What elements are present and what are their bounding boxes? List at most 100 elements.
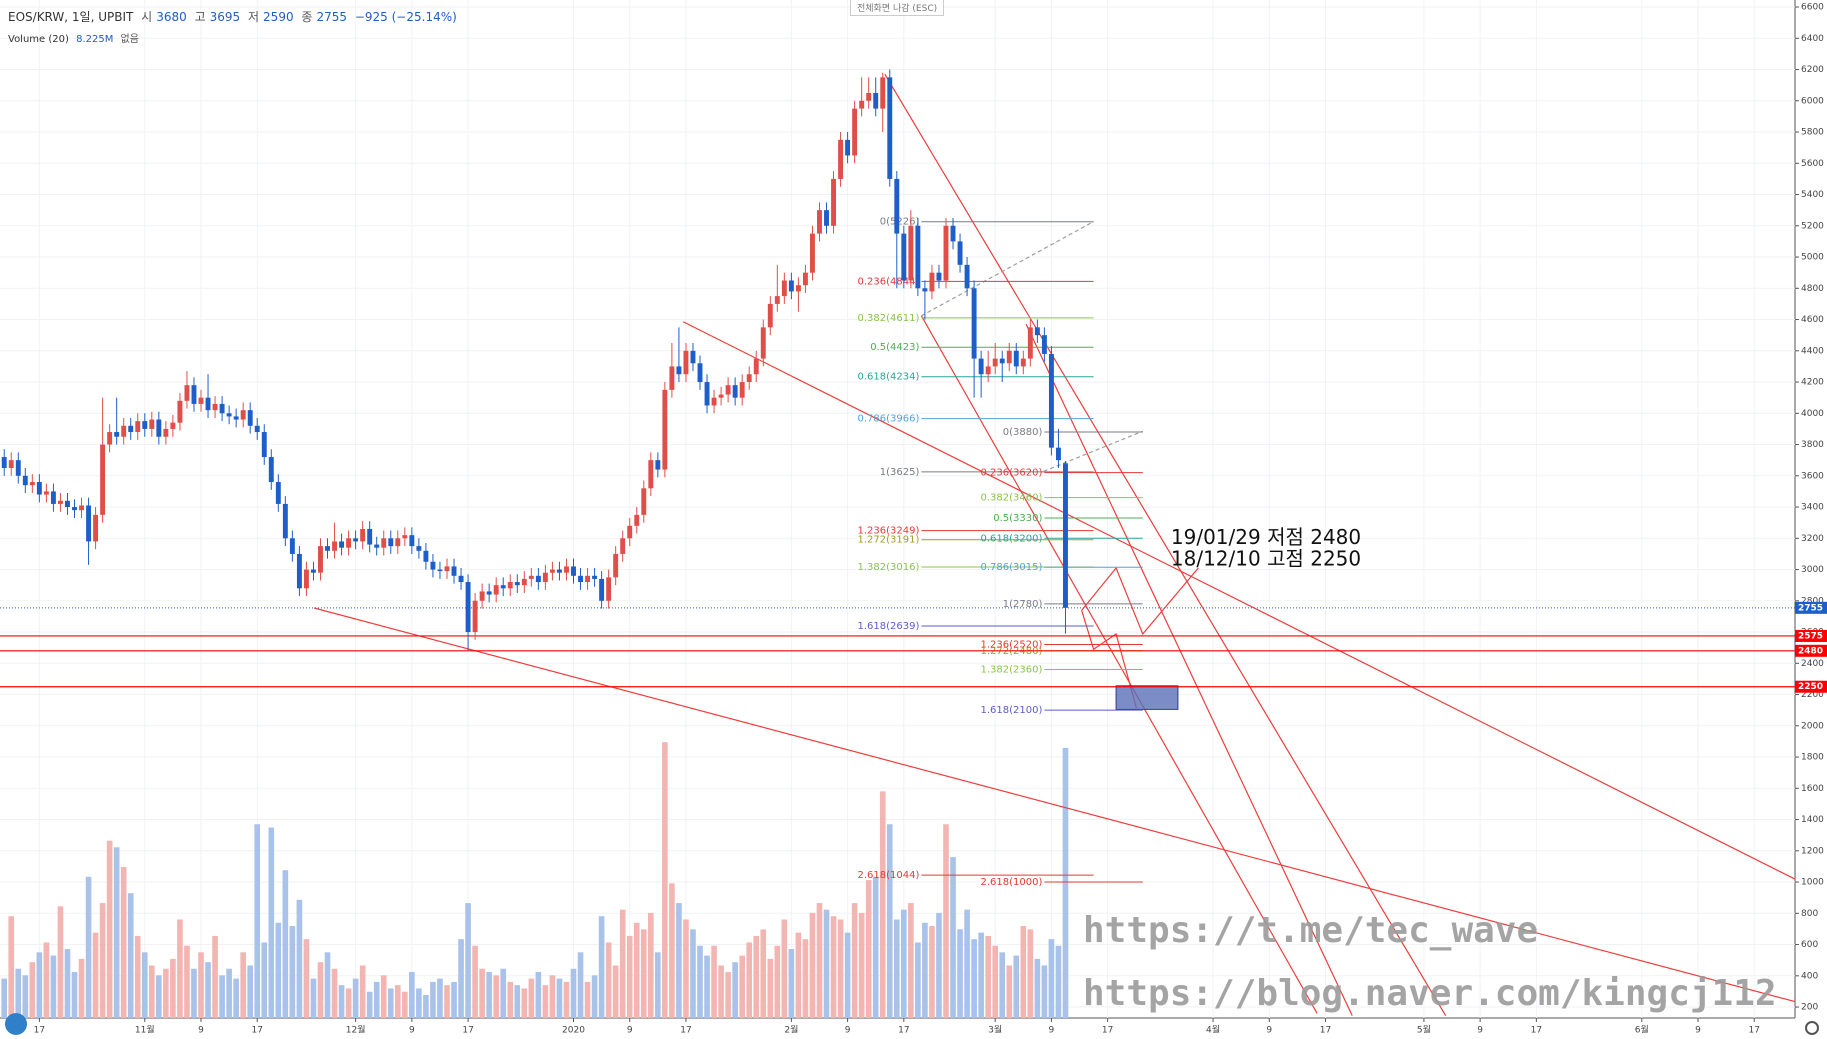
volume-bar: [542, 985, 549, 1018]
volume-bar: [198, 952, 204, 1018]
candle-body: [128, 425, 134, 433]
y-tick-label: 6400: [1801, 34, 1824, 44]
trend-line: [921, 221, 1094, 317]
volume-bar: [1020, 926, 1027, 1018]
price-badge-label: 2755: [1798, 603, 1823, 613]
candle-body: [346, 538, 352, 548]
price-badge: [1795, 601, 1827, 614]
fib-label: 0(5226): [880, 217, 920, 228]
volume-bar: [1048, 939, 1055, 1018]
volume-bar: [908, 903, 914, 1018]
candle-body: [402, 535, 408, 539]
candle-body: [845, 139, 851, 156]
volume-bar: [556, 978, 563, 1018]
candle-body: [880, 77, 886, 109]
candle-body: [739, 382, 745, 398]
axis-panel: [1795, 0, 1827, 1039]
candle-body: [985, 366, 991, 375]
x-tick-label: 2020: [562, 1026, 585, 1036]
x-tick-label: 17: [1749, 1026, 1760, 1036]
x-tick-label: 9: [409, 1026, 415, 1036]
volume-bar: [563, 981, 570, 1018]
fib-label: 0.618(3200): [980, 533, 1042, 544]
volume-bar: [619, 909, 626, 1018]
fib-label: 2.618(1000): [980, 877, 1042, 888]
volume-bar: [317, 962, 324, 1018]
candle-body: [1048, 353, 1054, 448]
price-badge: [1795, 629, 1827, 642]
volume-bar: [1006, 965, 1013, 1018]
volume-bar: [626, 935, 633, 1018]
volume-bar: [746, 942, 753, 1018]
volume-bar: [802, 939, 809, 1018]
candle-body: [430, 561, 436, 570]
volume-bar: [493, 975, 500, 1018]
candle-body: [233, 416, 239, 420]
settings-icon[interactable]: [1805, 1021, 1819, 1035]
candle-body: [648, 460, 654, 489]
trend-line: [920, 315, 1318, 1014]
candle-body: [662, 389, 668, 470]
candle-body: [760, 327, 766, 359]
candle-body: [360, 528, 366, 542]
volume-bar: [1034, 958, 1041, 1018]
volume-bar: [514, 985, 521, 1018]
volume-bar: [296, 899, 303, 1018]
candle-body: [100, 444, 106, 515]
volume-bar: [170, 958, 176, 1018]
y-tick-label: 5200: [1801, 221, 1824, 231]
y-tick-label: 2000: [1801, 721, 1824, 731]
x-tick-label: 17: [462, 1026, 473, 1036]
volume-bar: [922, 922, 928, 1018]
candle-body: [908, 225, 914, 281]
volume-bar: [331, 968, 338, 1018]
ohlc-label: 고: [194, 10, 206, 24]
volume-bar: [971, 939, 977, 1018]
volume-bar: [929, 926, 935, 1018]
volume-bar: [669, 883, 675, 1018]
volume-bar: [640, 929, 647, 1018]
candle-body: [859, 100, 865, 109]
fib-label: 1.272(3191): [858, 535, 920, 546]
candle-body: [423, 550, 429, 562]
fib-label: 1(2780): [1003, 599, 1043, 610]
fib-label: 1.236(2520): [980, 640, 1042, 651]
candle-body: [943, 225, 949, 281]
volume-bar: [570, 968, 577, 1018]
volume-bar: [753, 935, 760, 1018]
y-tick-label: 5000: [1801, 253, 1824, 263]
volume-bar: [732, 962, 738, 1018]
volume-bar: [760, 929, 767, 1018]
candle-body: [795, 285, 801, 292]
fib-label: 0.236(3620): [980, 468, 1042, 479]
candle-body: [142, 421, 148, 429]
ohlc-value: 2755: [316, 10, 348, 24]
candle-body: [135, 421, 141, 433]
volume-bar: [387, 988, 394, 1018]
candle-body: [578, 575, 583, 583]
logo[interactable]: [5, 1013, 27, 1035]
volume-title[interactable]: Volume (20): [8, 34, 69, 45]
candle-body: [957, 241, 963, 265]
candle-body: [824, 210, 829, 226]
volume-bar: [373, 981, 380, 1018]
candle-body: [93, 514, 99, 542]
candle-body: [198, 397, 204, 404]
symbol[interactable]: EOS/KRW, 1일, UPBIT: [8, 10, 134, 24]
candle-body: [571, 566, 576, 576]
candle-body: [585, 575, 591, 583]
fib-label: 1(3625): [880, 467, 920, 478]
fullscreen-button[interactable]: 전체화면 나감 (ESC): [850, 0, 945, 16]
candle-body: [36, 482, 42, 495]
volume-bar: [50, 955, 57, 1018]
candle-body: [240, 410, 246, 420]
y-tick-label: 2400: [1801, 659, 1824, 669]
candle-body: [507, 582, 513, 589]
candle-body: [1020, 358, 1026, 367]
candle-body: [303, 569, 309, 589]
x-tick-label: 11월: [135, 1024, 155, 1036]
candle-body: [444, 566, 450, 572]
ohlc-value: 3680: [156, 10, 187, 24]
volume-bar: [345, 988, 352, 1018]
y-tick-label: 1800: [1801, 753, 1824, 763]
